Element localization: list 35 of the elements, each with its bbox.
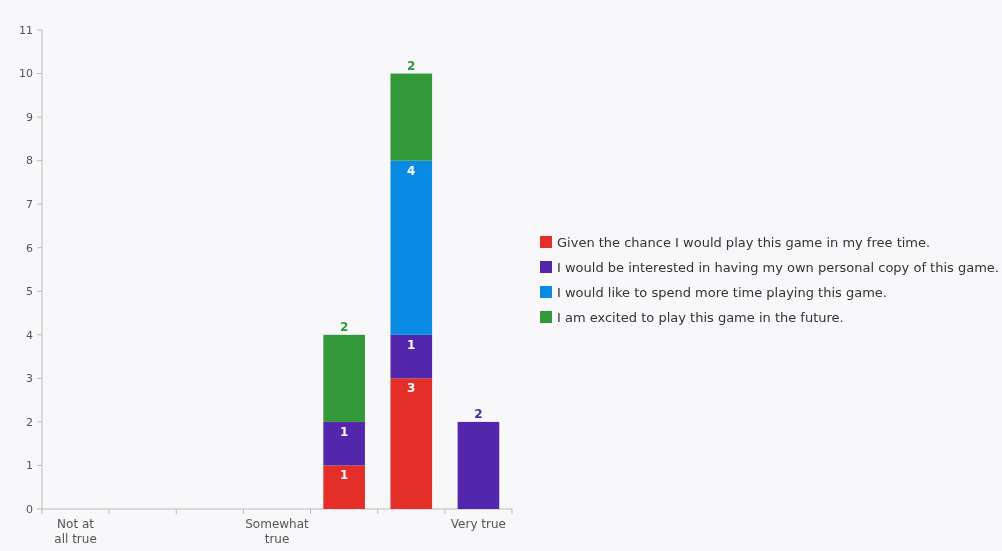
data-label: 1 <box>407 337 416 352</box>
data-label: 4 <box>407 163 416 178</box>
bar <box>390 160 433 335</box>
data-label: 3 <box>407 381 416 396</box>
y-tick-label: 0 <box>26 502 33 516</box>
y-tick-label: 8 <box>26 154 33 168</box>
bar <box>390 73 433 161</box>
y-tick-label: 6 <box>26 241 33 255</box>
legend-label: I would be interested in having my own personal copy of this game. <box>557 259 999 275</box>
y-tick-label: 10 <box>19 67 33 81</box>
y-tick-label: 2 <box>26 415 33 429</box>
bar <box>323 334 365 422</box>
y-tick-label: 5 <box>26 285 33 299</box>
x-tick-label: Very true <box>450 517 506 531</box>
legend-label: I am excited to play this game in the future. <box>557 309 844 325</box>
y-tick-label: 4 <box>26 328 33 342</box>
y-tick-label: 3 <box>26 372 33 386</box>
legend-label: Given the chance I would play this game in my free time. <box>557 234 931 250</box>
y-tick-label: 9 <box>26 110 33 124</box>
bar <box>323 465 365 509</box>
data-label: 2 <box>407 58 416 73</box>
y-tick-label: 11 <box>19 23 33 37</box>
x-tick-label: Not at all true <box>54 517 97 546</box>
legend-label: I would like to spend more time playing this game. <box>557 284 887 300</box>
y-tick-label: 1 <box>26 459 33 473</box>
data-label: 1 <box>339 424 349 439</box>
bar <box>390 378 433 509</box>
bar <box>457 421 500 509</box>
data-label: 2 <box>474 406 483 421</box>
bar <box>323 421 365 466</box>
x-tick-label: Somewhat true <box>245 517 310 546</box>
y-tick-label: 7 <box>26 198 33 212</box>
bar <box>390 334 433 379</box>
data-label: 1 <box>339 468 349 483</box>
data-label: 2 <box>339 319 349 334</box>
